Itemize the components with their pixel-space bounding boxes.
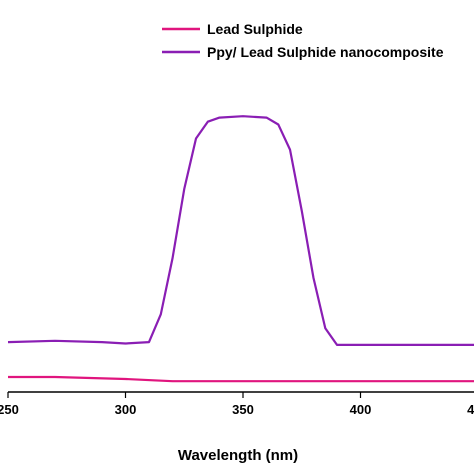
x-tick-label-400: 400 [350,402,372,417]
legend-label-ppy-lead-sulphide: Ppy/ Lead Sulphide nanocomposite [207,44,444,60]
series-line-ppy-lead-sulphide [7,115,474,346]
x-tick-label-300: 300 [115,402,137,417]
legend: Lead Sulphide Ppy/ Lead Sulphide nanocom… [162,21,444,60]
x-tick-label-250: 250 [0,402,19,417]
x-axis-title: Wavelength (nm) [178,447,298,464]
x-tick-label-450: 450 [467,402,474,417]
x-axis: 250300350400450500550600650 [0,391,474,417]
x-tick-label-350: 350 [232,402,254,417]
legend-label-lead-sulphide: Lead Sulphide [207,21,303,37]
series-layer [7,115,474,383]
series-line-lead-sulphide [8,375,474,383]
